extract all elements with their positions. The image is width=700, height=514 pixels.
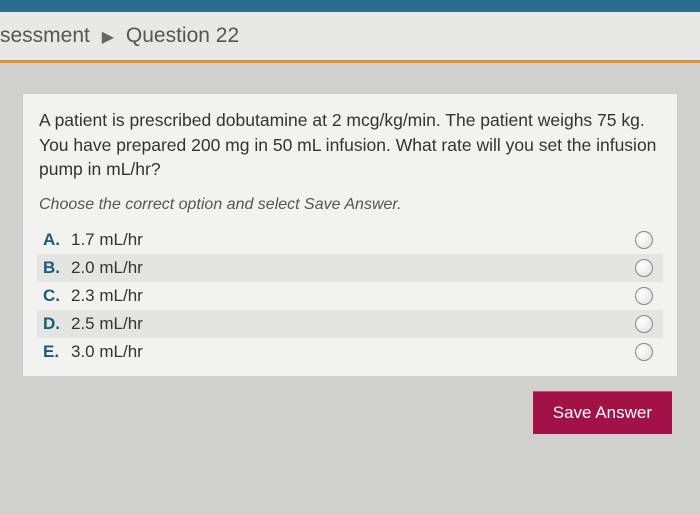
- radio-icon[interactable]: [635, 315, 653, 333]
- option-letter: E.: [43, 342, 71, 362]
- option-letter: B.: [43, 258, 71, 278]
- option-row[interactable]: B. 2.0 mL/hr: [37, 254, 663, 282]
- options-list: A. 1.7 mL/hr B. 2.0 mL/hr C. 2.3 mL/hr D…: [23, 226, 677, 376]
- option-text: 2.0 mL/hr: [71, 258, 635, 278]
- question-prompt: A patient is prescribed dobutamine at 2 …: [23, 94, 677, 192]
- option-text: 3.0 mL/hr: [71, 342, 635, 362]
- button-row: Save Answer: [22, 377, 678, 434]
- option-row[interactable]: E. 3.0 mL/hr: [37, 338, 663, 366]
- breadcrumb-question: Question 22: [126, 24, 239, 47]
- option-text: 2.5 mL/hr: [71, 314, 635, 334]
- option-row[interactable]: A. 1.7 mL/hr: [37, 226, 663, 254]
- window-top-bar: [0, 0, 700, 12]
- save-answer-button[interactable]: Save Answer: [533, 391, 672, 434]
- option-letter: C.: [43, 286, 71, 306]
- radio-icon[interactable]: [635, 343, 653, 361]
- option-row[interactable]: C. 2.3 mL/hr: [37, 282, 663, 310]
- breadcrumb: sessment ▶ Question 22: [0, 12, 700, 63]
- option-letter: A.: [43, 230, 71, 250]
- radio-icon[interactable]: [635, 231, 653, 249]
- option-text: 2.3 mL/hr: [71, 286, 635, 306]
- question-card: A patient is prescribed dobutamine at 2 …: [22, 93, 678, 377]
- option-row[interactable]: D. 2.5 mL/hr: [37, 310, 663, 338]
- breadcrumb-assessment[interactable]: sessment: [0, 24, 90, 47]
- question-instruction: Choose the correct option and select Sav…: [23, 192, 677, 226]
- option-letter: D.: [43, 314, 71, 334]
- radio-icon[interactable]: [635, 287, 653, 305]
- radio-icon[interactable]: [635, 259, 653, 277]
- chevron-right-icon: ▶: [102, 29, 114, 46]
- content-area: A patient is prescribed dobutamine at 2 …: [0, 63, 700, 434]
- option-text: 1.7 mL/hr: [71, 230, 635, 250]
